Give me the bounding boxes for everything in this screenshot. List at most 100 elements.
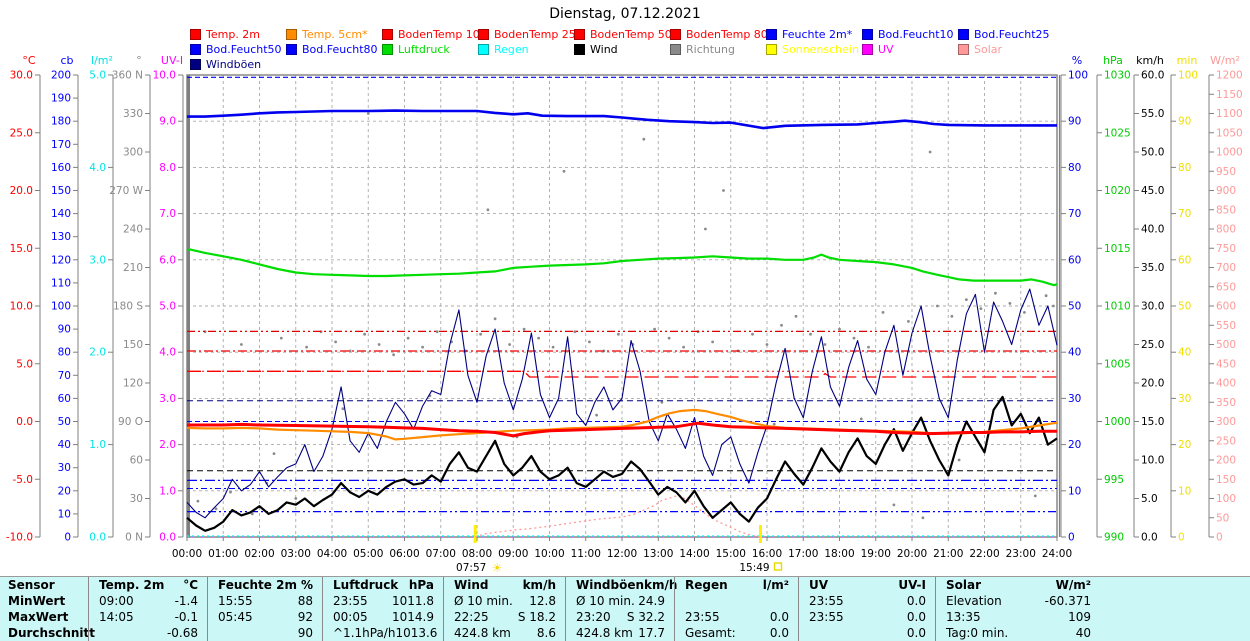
axis-tick-label: 25.0	[10, 127, 33, 139]
richtung-dot	[859, 417, 863, 421]
legend-item: Bod.Feucht50	[190, 43, 286, 56]
axis-tick-label: 200	[1216, 455, 1236, 467]
axis-tick-label: 40	[58, 439, 71, 451]
axis-tick-label: 0.0	[159, 532, 176, 544]
sensor-name: UV	[809, 578, 829, 592]
stats-group-regen: Regen l/m² 23:55 0.0 Gesamt: 0.0	[674, 577, 798, 641]
stats-group-header: Temp. 2m °C	[89, 577, 207, 593]
x-tick-label: 09:00	[498, 548, 528, 560]
x-tick-label: 08:00	[462, 548, 492, 560]
axis-tick-label: 1150	[1216, 89, 1243, 101]
axis-tick-label: 360 N	[112, 70, 143, 82]
axis-tick-label: 120	[123, 378, 143, 390]
legend-swatch-icon	[574, 29, 585, 40]
stat-value: 12.8	[529, 594, 556, 608]
richtung-dot	[479, 332, 482, 336]
richtung-dot	[994, 291, 997, 295]
sensor-unit: km/h	[644, 578, 678, 592]
axis-tick-label: 180	[51, 116, 71, 128]
legend-item: Temp. 2m	[190, 28, 286, 41]
legend-swatch-icon	[190, 29, 201, 40]
axis-tick-label: 300	[123, 147, 143, 159]
axis-tick-label: 25.0	[1141, 339, 1164, 351]
axis-tick-label: 650	[1216, 281, 1236, 293]
legend-item: BodenTemp 80	[670, 28, 768, 41]
series-windboeen	[186, 288, 1058, 519]
axis-tick-label: 4.0	[159, 347, 176, 359]
stats-group-temp-2m: Temp. 2m °C 09:00 -1.4 14:05 -0.1 -0.68	[88, 577, 207, 641]
axis-tick-label: 500	[1216, 339, 1236, 351]
axis-tick-label: 550	[1216, 320, 1236, 332]
axis-tick-label: 150	[123, 339, 143, 351]
axis-tick-label: 15.0	[1141, 416, 1164, 428]
axis-title: %	[1072, 54, 1082, 67]
stats-value-row: Ø 10 min. 24.9	[566, 593, 674, 609]
stat-time: 22:25	[454, 610, 489, 624]
axis-tick-label: -10.0	[6, 532, 33, 544]
x-tick-label: 19:00	[861, 548, 891, 560]
axis-tick-label: 20.0	[10, 185, 33, 197]
stat-value: -1.4	[174, 594, 198, 608]
grid-lines	[187, 75, 1057, 537]
axis-tick-label: 190	[51, 93, 71, 105]
axis-tick-label: 10	[58, 508, 71, 520]
richtung-dot	[196, 499, 200, 503]
axis-tick-label: 40	[1068, 347, 1081, 359]
series-solar	[474, 494, 761, 538]
stats-value-row: Ø 10 min. 12.8	[444, 593, 565, 609]
axis-tick-label: 950	[1216, 166, 1236, 178]
axis-tick-label: 3.0	[89, 254, 106, 266]
richtung-dot	[1008, 302, 1012, 305]
richtung-dot	[1033, 494, 1037, 498]
axis-tick-label: 1030	[1104, 70, 1131, 82]
legend-item: BodenTemp 25	[478, 28, 576, 41]
axis-tick-label: 0.0	[1141, 532, 1158, 544]
stats-row-label: Durchschnitt	[8, 626, 96, 640]
legend-item: Solar	[958, 43, 1054, 56]
axis-wind_kmh: km/h 0.0 5.0 10.0 15.0 20.0 25.0 30.0 35.0 40.0 45…	[1133, 54, 1164, 544]
richtung-dot	[682, 345, 685, 349]
stat-value: 88	[297, 594, 313, 608]
stats-group-feuchte-2m: Feuchte 2m% 15:55 88 05:45 92 90	[207, 577, 322, 641]
richtung-dot	[377, 343, 381, 346]
stat-time: 424.8 km	[454, 626, 511, 640]
stat-time: Tag:0 min.	[946, 626, 1009, 640]
axis-tick-label: 1200	[1216, 70, 1243, 82]
legend-item: Richtung	[670, 43, 766, 56]
legend-row-2: Bod.Feucht50 Bod.Feucht80 Luftdruck Regen Wi…	[190, 42, 1070, 57]
axis-tick-label: 850	[1216, 204, 1236, 216]
legend-label: Bod.Feucht80	[302, 43, 378, 56]
axis-tick-label: 270 W	[109, 185, 143, 197]
richtung-dot	[294, 497, 298, 500]
stats-value-row: ^1.1hPa/h 1013.6	[323, 625, 443, 641]
axis-tick-label: 10	[1068, 485, 1081, 497]
legend-label: Regen	[494, 43, 529, 56]
richtung-dot	[1023, 311, 1026, 314]
x-tick-label: 03:00	[281, 548, 311, 560]
axis-tick-label: 400	[1216, 378, 1236, 390]
richtung-dot	[780, 323, 783, 327]
stats-group-header: Solar W/m²	[936, 577, 1100, 593]
axis-tick-label: 300	[1216, 416, 1236, 428]
stats-group-header: Feuchte 2m%	[208, 577, 322, 593]
sensor-unit: W/m²	[1055, 578, 1091, 592]
legend-swatch-icon	[670, 44, 681, 55]
richtung-dot	[250, 512, 254, 516]
stat-value: -0.1	[174, 610, 198, 624]
axis-tick-label: 0.0	[89, 532, 106, 544]
sensor-unit: °C	[183, 578, 198, 592]
x-tick-label: 13:00	[643, 548, 673, 560]
legend-label: Sonnenschein	[782, 43, 859, 56]
axis-hum_pct: % 0 10 20 30 40 50 60 70 80 90 100	[1060, 54, 1088, 544]
axis-tick-label: 80	[1068, 162, 1081, 174]
chart-legend: Temp. 2m Temp. 5cm* BodenTemp 10 BodenTemp …	[190, 27, 1070, 72]
axis-tick-label: 100	[51, 301, 71, 313]
axis-tick-label: 350	[1216, 397, 1236, 409]
series-luftdruck	[186, 248, 1058, 287]
richtung-dot	[272, 452, 276, 455]
axis-tick-label: 70	[58, 370, 71, 382]
series-wind	[186, 395, 1058, 532]
axis-tick-label: 1050	[1216, 127, 1243, 139]
stats-value-row: 23:55 1011.8	[323, 593, 443, 609]
stats-value-row: 424.8 km 8.6	[444, 625, 565, 641]
